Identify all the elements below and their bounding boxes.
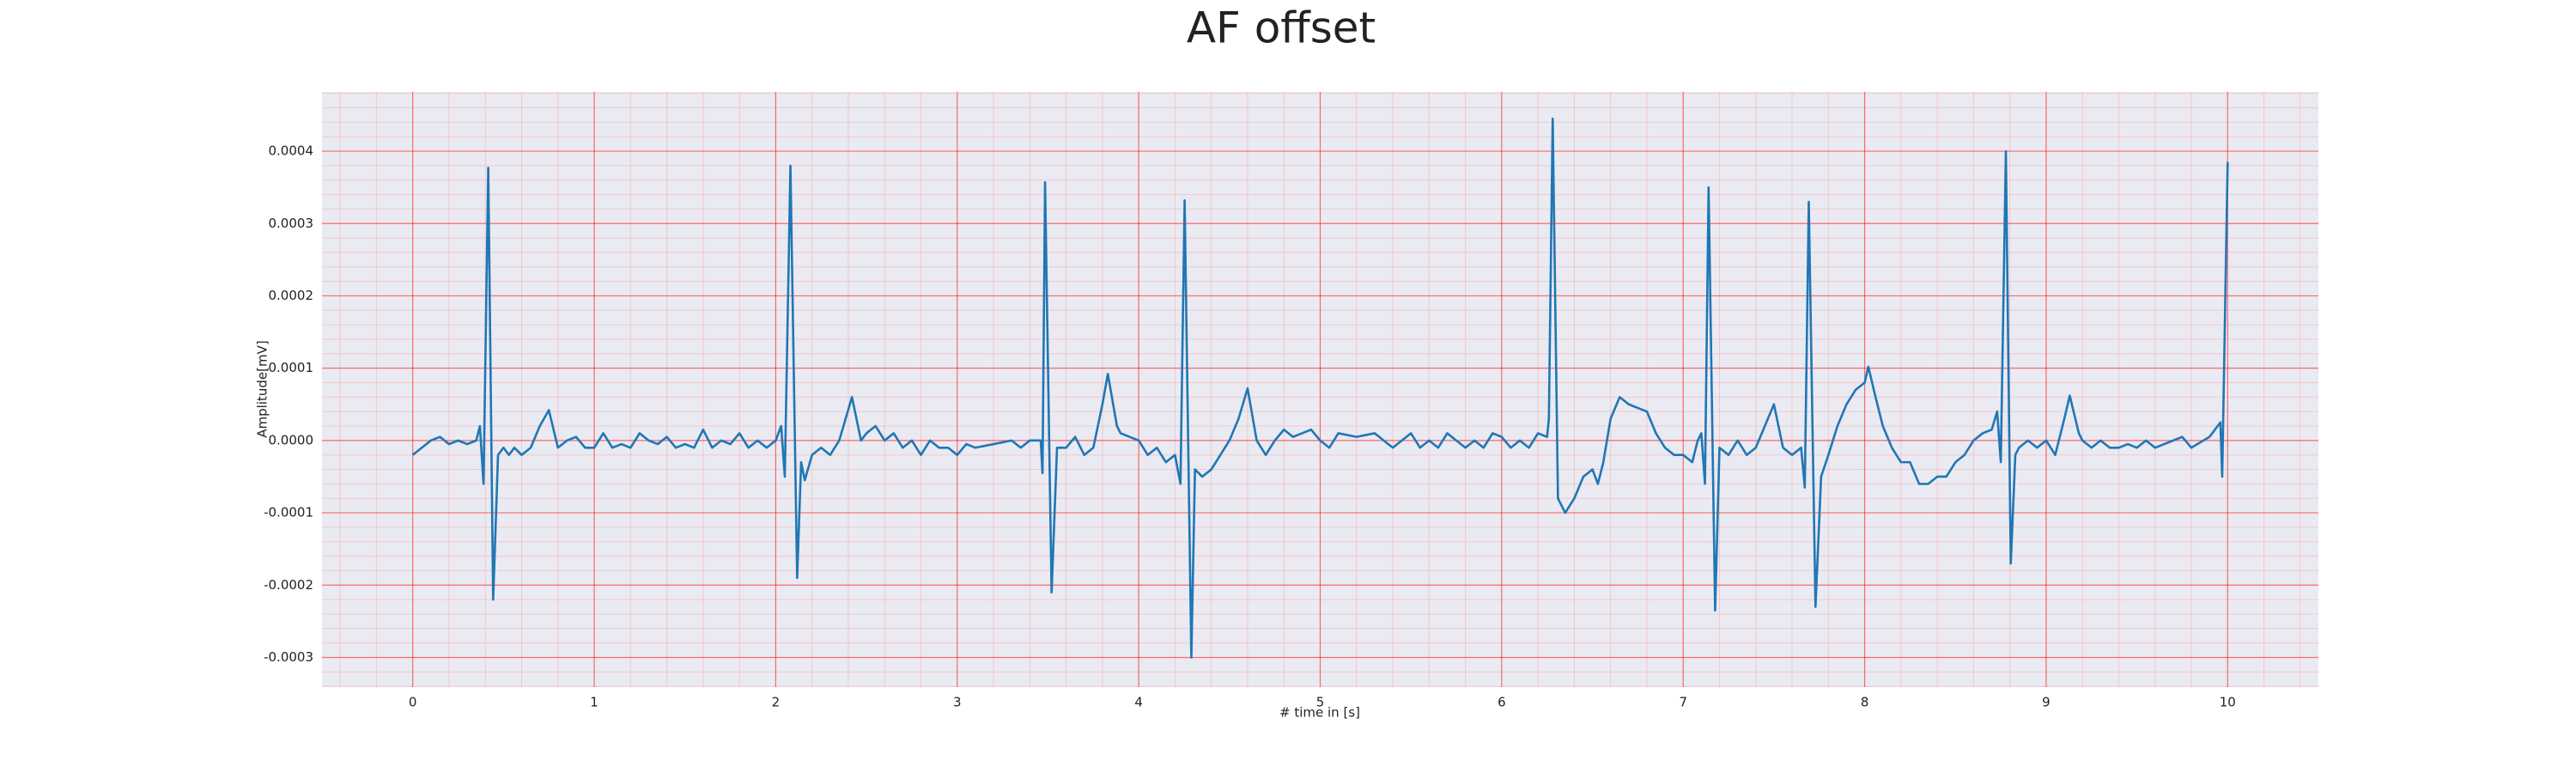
x-tick-label: 4 [1134, 695, 1143, 710]
x-axis-label: # time in [s] [1279, 705, 1360, 721]
x-tick-label: 3 [953, 695, 962, 710]
x-tick-label: 8 [1861, 695, 1869, 710]
x-tick-label: 6 [1498, 695, 1506, 710]
x-tick-label: 2 [772, 695, 781, 710]
signal-line [411, 117, 2229, 659]
chart-title: AF offset [1187, 3, 1376, 53]
x-tick-label: 1 [590, 695, 598, 710]
y-tick-label: 0.0001 [269, 360, 314, 375]
y-tick-label: 0.0004 [269, 143, 314, 159]
x-tick-label: 9 [2042, 695, 2050, 710]
y-tick-label: 0.0002 [269, 288, 314, 303]
y-tick-label: -0.0001 [264, 505, 313, 520]
x-tick-label: 5 [1316, 695, 1325, 710]
y-tick-label: -0.0003 [264, 649, 313, 665]
y-tick-label: 0.0003 [269, 216, 314, 231]
y-tick-label: 0.0000 [269, 432, 314, 447]
x-tick-label: 7 [1679, 695, 1687, 710]
y-axis-label: Amplitude[mV] [255, 340, 270, 437]
x-tick-label: 0 [409, 695, 417, 710]
x-tick-label: 10 [2220, 695, 2236, 710]
y-tick-label: -0.0002 [264, 577, 313, 593]
